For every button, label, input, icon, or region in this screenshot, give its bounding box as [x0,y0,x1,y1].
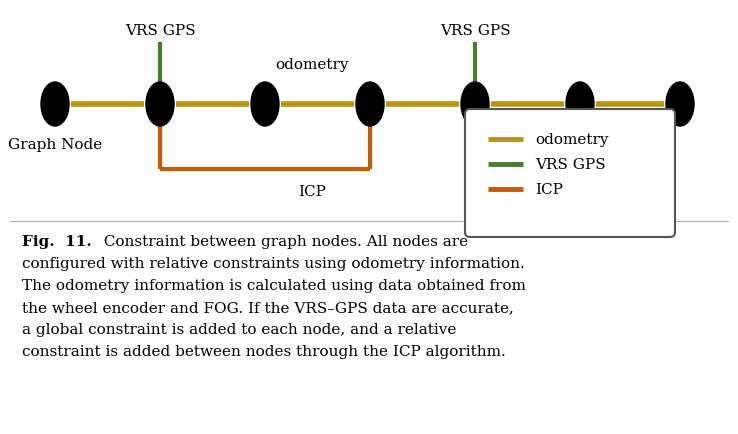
Text: ICP: ICP [535,183,563,197]
Text: the wheel encoder and FOG. If the VRS–GPS data are accurate,: the wheel encoder and FOG. If the VRS–GP… [22,300,514,314]
Ellipse shape [666,83,694,127]
Ellipse shape [356,83,384,127]
Text: Graph Node: Graph Node [8,138,102,151]
Text: VRS GPS: VRS GPS [125,24,196,38]
Text: VRS GPS: VRS GPS [440,24,510,38]
Ellipse shape [251,83,279,127]
Text: Constraint between graph nodes. All nodes are: Constraint between graph nodes. All node… [94,234,468,248]
Ellipse shape [41,83,69,127]
Text: VRS GPS: VRS GPS [535,158,606,171]
Text: constraint is added between nodes through the ICP algorithm.: constraint is added between nodes throug… [22,344,506,358]
Text: odometry: odometry [275,58,349,72]
Text: odometry: odometry [535,133,609,147]
Text: a global constraint is added to each node, and a relative: a global constraint is added to each nod… [22,322,456,336]
Text: ICP: ICP [298,184,326,198]
Ellipse shape [566,83,594,127]
Text: configured with relative constraints using odometry information.: configured with relative constraints usi… [22,256,525,270]
Ellipse shape [461,83,489,127]
FancyBboxPatch shape [465,110,675,237]
Text: The odometry information is calculated using data obtained from: The odometry information is calculated u… [22,278,526,293]
Ellipse shape [146,83,174,127]
Text: Fig.  11.: Fig. 11. [22,234,92,248]
